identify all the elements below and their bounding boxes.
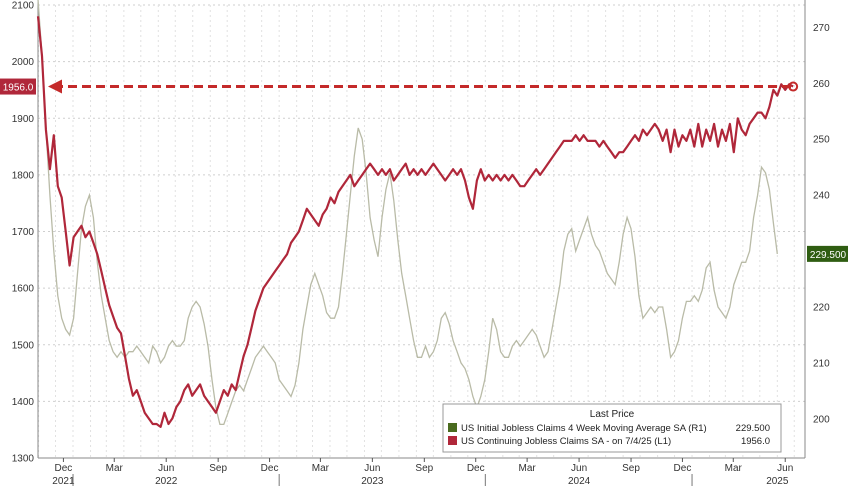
right-tick-label: 210 [813, 358, 830, 369]
right-value-tag-text: 229.500 [810, 250, 847, 261]
x-year-label: 2024 [568, 476, 591, 486]
right-tick-label: 240 [813, 191, 830, 202]
x-year-label: 2025 [766, 476, 789, 486]
legend: Last Price US Initial Jobless Claims 4 W… [442, 403, 782, 453]
right-tick-label: 260 [813, 79, 830, 90]
left-value-tag-text: 1956.0 [3, 83, 34, 94]
left-tick-label: 2000 [12, 57, 35, 68]
x-tick-label: Sep [622, 463, 640, 474]
legend-title: Last Price [590, 409, 635, 420]
annotation-layer: 1956.0 229.500 [0, 78, 848, 262]
left-tick-label: 1700 [12, 227, 35, 238]
x-axis-ticks: Dec Mar Jun Sep Dec Mar Jun Sep Dec Mar Jun Sep Dec M… [52, 458, 793, 486]
right-value-tag [807, 245, 848, 262]
endpoint-circle-icon [788, 81, 799, 92]
x-tick-label: Sep [415, 463, 433, 474]
right-tick-label: 220 [813, 303, 830, 314]
legend-box [442, 403, 782, 453]
series-layer [36, 0, 794, 428]
x-tick-label: Sep [209, 463, 227, 474]
legend-value-continuing-claims: 1956.0 [741, 436, 770, 447]
x-year-label: 2023 [361, 476, 384, 486]
left-tick-label: 1400 [12, 397, 35, 408]
x-tick-label: Jun [158, 463, 174, 474]
left-tick-label: 1900 [12, 114, 35, 125]
x-tick-label: Dec [261, 463, 279, 474]
x-tick-label: Dec [467, 463, 485, 474]
series-initial-claims-line [37, 0, 778, 426]
x-tick-label: Mar [519, 463, 537, 474]
left-value-tag [0, 78, 36, 95]
left-axis-ticks: 2100 2000 1900 1800 1700 1600 1500 1400 1300 [12, 1, 35, 465]
x-tick-label: Mar [312, 463, 330, 474]
x-year-label: 2021 [52, 476, 75, 486]
legend-swatch-initial-claims [448, 423, 457, 432]
legend-label-initial-claims: US Initial Jobless Claims 4 Week Moving … [461, 423, 707, 434]
x-tick-label: Jun [571, 463, 587, 474]
left-tick-label: 1500 [12, 340, 35, 351]
x-tick-label: Dec [674, 463, 692, 474]
left-tick-label: 1800 [12, 170, 35, 181]
x-year-label: 2022 [155, 476, 178, 486]
x-tick-label: Mar [725, 463, 743, 474]
left-tick-label: 2100 [12, 1, 35, 12]
arrow-left-icon [48, 79, 62, 94]
x-tick-label: Dec [55, 463, 73, 474]
legend-label-continuing-claims: US Continuing Jobless Claims SA - on 7/4… [461, 436, 671, 447]
legend-value-initial-claims: 229.500 [736, 423, 770, 434]
legend-swatch-continuing-claims [448, 436, 457, 445]
right-tick-label: 250 [813, 135, 830, 146]
grid-lines [38, 4, 805, 459]
left-tick-label: 1600 [12, 284, 35, 295]
x-tick-label: Jun [364, 463, 380, 474]
right-tick-label: 200 [813, 414, 830, 425]
x-tick-label: Mar [106, 463, 124, 474]
left-tick-label: 1300 [12, 454, 35, 465]
right-tick-label: 270 [813, 23, 830, 34]
series-continuing-claims-line [36, 16, 794, 428]
x-tick-label: Jun [777, 463, 793, 474]
